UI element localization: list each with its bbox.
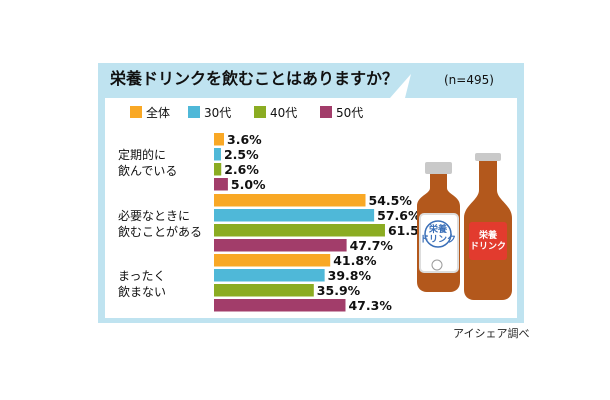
bar-value-label: 54.5%: [369, 193, 413, 208]
left-bottle-cap: [425, 162, 452, 174]
left-bottle: 栄養ドリンク: [417, 162, 460, 292]
bar: [214, 163, 222, 176]
category-label: まったく飲まない: [118, 269, 166, 299]
left-bottle-emblem: [424, 220, 452, 248]
legend-label: 50代: [336, 106, 363, 120]
bar-value-label: 2.6%: [224, 162, 259, 177]
bar-value-label: 47.7%: [350, 238, 394, 253]
bar: [214, 299, 346, 312]
bar-value-label: 57.6%: [377, 208, 421, 223]
left-bottle-text: 栄養ドリンク: [420, 223, 456, 245]
bar-value-label: 41.8%: [333, 253, 377, 268]
chart-title: 栄養ドリンクを飲むことはありますか？: [109, 69, 398, 88]
legend-swatch: [254, 106, 266, 118]
bar: [214, 239, 347, 252]
bar: [214, 148, 221, 161]
bar: [214, 254, 331, 267]
left-bottle-dot: [431, 259, 443, 271]
bar: [214, 133, 225, 146]
bar: [214, 224, 385, 237]
bar-value-label: 39.8%: [328, 268, 372, 283]
bar-value-label: 47.3%: [348, 298, 392, 313]
bar-value-label: 35.9%: [317, 283, 361, 298]
bar-groups: 3.6%2.5%2.6%5.0%54.5%57.6%61.5%47.7%41.8…: [214, 132, 432, 313]
category-label: 定期的に飲んでいる: [118, 147, 177, 178]
category-label: 必要なときに飲むことがある: [118, 209, 202, 239]
bar: [214, 194, 366, 207]
legend-swatch: [320, 106, 332, 118]
chart-legend: 全体 30代 40代 50代: [130, 105, 363, 120]
legend-label: 40代: [270, 106, 297, 120]
chart-source: アイシェア調べ: [453, 326, 529, 340]
chart-sample-size: (n=495): [444, 73, 494, 87]
bar: [214, 269, 325, 282]
bar-value-label: 3.6%: [227, 132, 262, 147]
legend-swatch: [130, 106, 142, 118]
legend-swatch: [188, 106, 200, 118]
bar-value-label: 2.5%: [224, 147, 259, 162]
bar: [214, 209, 375, 222]
right-bottle-cap: [475, 153, 501, 161]
bottle-illustration: 栄養ドリンク 栄養ドリンク: [417, 153, 512, 300]
legend-label: 30代: [204, 106, 231, 120]
right-bottle: 栄養ドリンク: [464, 153, 512, 300]
bar: [214, 178, 228, 191]
bar: [214, 284, 314, 297]
bar-value-label: 5.0%: [231, 177, 266, 192]
right-bottle-text: 栄養ドリンク: [470, 229, 506, 252]
legend-label: 全体: [146, 105, 170, 120]
right-bottle-label: [469, 222, 507, 260]
